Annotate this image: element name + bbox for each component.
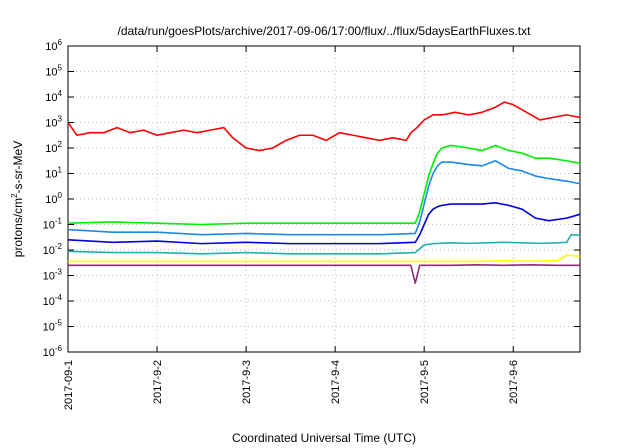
y-tick-label: 10-5 [43,319,63,334]
x-tick-label: 2017-09-1 [63,360,75,410]
y-axis-title-rest: -s-sr-MeV [11,141,25,194]
y-tick-base: 10 [45,169,57,181]
y-tick-exp: 5 [58,64,63,73]
y-axis-title: protons/cm2-s-sr-MeV [10,141,25,257]
y-tick-base: 10 [45,118,57,130]
y-tick-exp: 4 [58,89,63,98]
series-line-5 [68,255,580,261]
y-tick-exp: -1 [55,217,63,226]
x-tick-label: 2017-9-6 [508,360,520,404]
y-tick-base: 10 [45,41,57,53]
series-line-6 [68,265,580,283]
y-tick-base: 10 [45,194,57,206]
y-tick-exp: 1 [58,166,63,175]
y-tick-label: 106 [45,38,62,53]
y-tick-exp: 6 [58,38,63,47]
y-tick-base: 10 [43,347,55,359]
y-tick-label: 10-1 [43,217,63,232]
y-tick-exp: -2 [55,242,63,251]
y-tick-label: 100 [45,191,62,206]
y-tick-exp: 3 [58,115,63,124]
y-tick-exp: 2 [58,140,63,149]
series-line-1 [68,145,580,224]
y-tick-exp: -5 [55,319,63,328]
y-axis-title-main: protons/cm [11,198,25,257]
y-tick-base: 10 [43,220,55,232]
y-tick-label: 102 [45,140,62,155]
x-tick-label: 2017-9-4 [330,360,342,404]
x-axis-title: Coordinated Universal Time (UTC) [232,431,416,445]
y-tick-exp: -3 [55,268,63,277]
y-tick-base: 10 [45,143,57,155]
y-tick-exp: -6 [55,344,63,353]
grid [68,46,580,352]
y-axis-ticks: 10-610-510-410-310-210-11001011021031041… [43,38,580,359]
y-tick-label: 101 [45,166,62,181]
y-tick-label: 10-6 [43,344,63,359]
y-tick-exp: -4 [55,293,63,302]
y-tick-label: 10-4 [43,293,63,308]
x-axis-ticks: 2017-09-1 2017-9-2 2017-9-3 2017-9-4 2017-9-… [63,46,520,410]
y-tick-label: 10-3 [43,268,63,283]
y-tick-base: 10 [43,296,55,308]
y-tick-base: 10 [45,67,57,79]
data-series [68,102,580,283]
series-line-0 [68,102,580,150]
y-tick-exp: 0 [58,191,63,200]
x-tick-label: 2017-9-3 [241,360,253,404]
y-tick-base: 10 [43,322,55,334]
y-tick-label: 10-2 [43,242,63,257]
y-tick-label: 103 [45,115,62,130]
y-tick-label: 105 [45,64,62,79]
y-tick-base: 10 [43,245,55,257]
y-tick-base: 10 [43,271,55,283]
chart-title: /data/run/goesPlots/archive/2017-09-06/1… [118,24,532,38]
y-tick-label: 104 [45,89,62,104]
y-tick-base: 10 [45,92,57,104]
x-tick-label: 2017-9-5 [419,360,431,404]
x-tick-label: 2017-9-2 [152,360,164,404]
